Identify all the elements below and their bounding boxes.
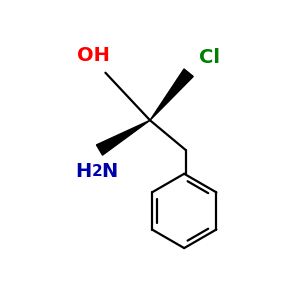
Text: 2: 2 bbox=[92, 164, 103, 179]
Text: H: H bbox=[76, 162, 92, 181]
Polygon shape bbox=[150, 69, 193, 120]
Text: OH: OH bbox=[77, 46, 110, 65]
Text: Cl: Cl bbox=[199, 48, 220, 68]
Text: N: N bbox=[101, 162, 117, 181]
Polygon shape bbox=[97, 120, 150, 155]
